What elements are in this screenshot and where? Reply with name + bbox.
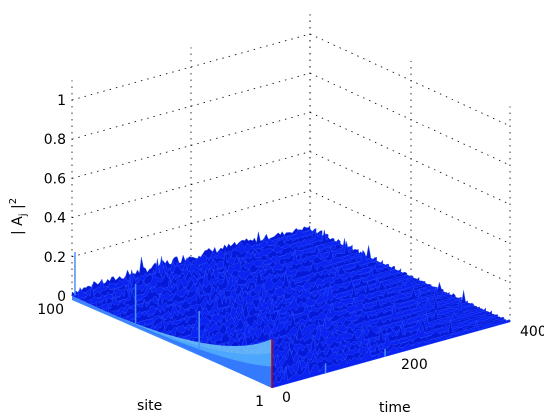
grid bbox=[71, 14, 511, 323]
surface-row bbox=[271, 318, 511, 389]
gridline-z-right-4 bbox=[309, 72, 511, 166]
surface-row bbox=[180, 276, 420, 347]
z-tick-label: 0.2 bbox=[44, 250, 66, 266]
y-axis-label: site bbox=[137, 398, 162, 414]
x-tick-label: 0 bbox=[282, 390, 291, 406]
x-tick-label: 400 bbox=[520, 324, 544, 340]
z-tick-label: 1 bbox=[57, 93, 66, 109]
z-tick-label: 0.4 bbox=[44, 211, 66, 227]
gridline-z-right-2 bbox=[309, 151, 511, 244]
gridline-z-right-3 bbox=[309, 112, 511, 205]
surface bbox=[71, 225, 511, 389]
gridline-z-right-5 bbox=[309, 33, 511, 127]
z-axis-label-text: | A bbox=[10, 216, 26, 235]
z-axis-label-tail: | bbox=[10, 204, 26, 213]
y-tick-label: 100 bbox=[37, 302, 64, 318]
surface-row bbox=[120, 241, 359, 319]
gridline-z-right-1 bbox=[309, 190, 511, 284]
z-axis-label-sup: 2 bbox=[8, 198, 19, 204]
surface-band-2 bbox=[72, 296, 272, 388]
z-axis-label: | Aj |2 bbox=[8, 198, 29, 235]
x-axis-label: time bbox=[379, 400, 411, 416]
gridline-z-right-0 bbox=[309, 229, 511, 323]
y-tick-label: 1 bbox=[255, 394, 264, 410]
x-tick-label: 200 bbox=[401, 357, 428, 373]
surface-row bbox=[114, 238, 353, 316]
surface-row bbox=[102, 239, 341, 311]
tick-labels: 0 0.2 0.4 0.6 0.8 1 0 200 400 1 100 bbox=[37, 93, 544, 410]
z-tick-label: 0.8 bbox=[44, 132, 66, 148]
z-axis-label-sub: j bbox=[18, 213, 29, 217]
z-tick-label: 0.6 bbox=[44, 171, 66, 187]
surface-row bbox=[95, 229, 335, 308]
z-tick-label: 0 bbox=[57, 289, 66, 305]
